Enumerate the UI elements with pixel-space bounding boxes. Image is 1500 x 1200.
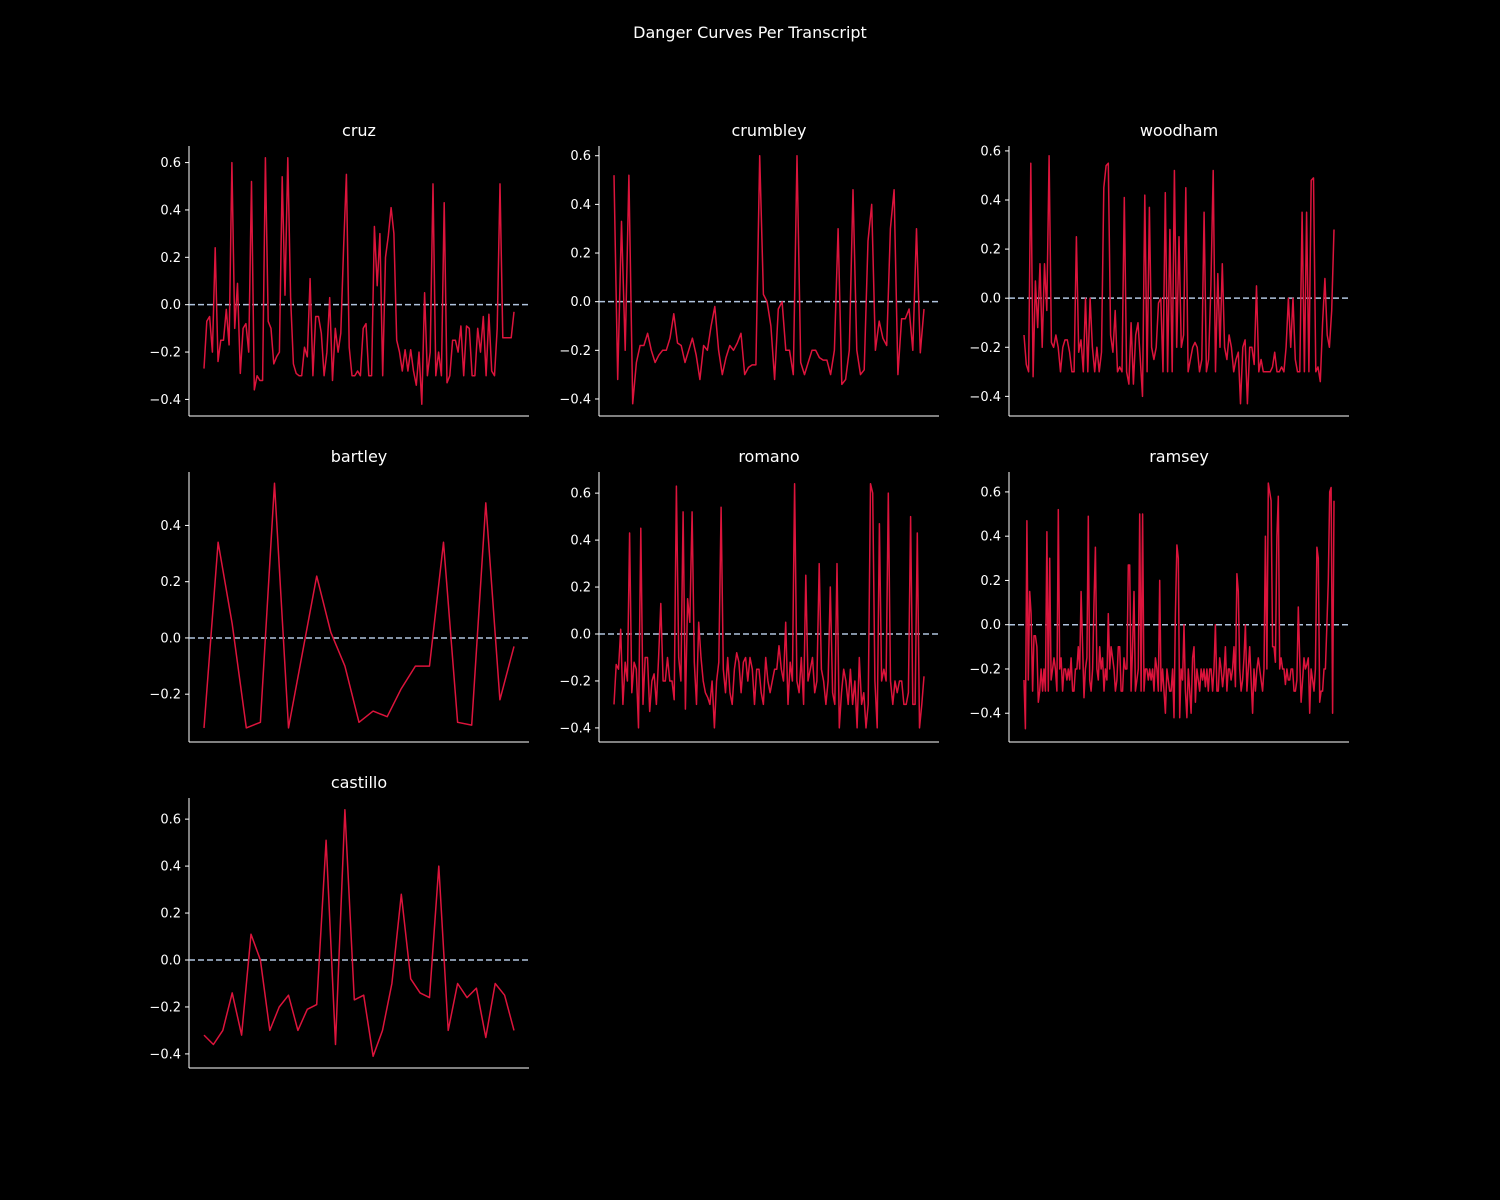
- danger-curve-line: [203, 482, 515, 729]
- y-tick-label: −0.2: [149, 1000, 181, 1015]
- y-tick-label: 0.4: [980, 194, 1001, 209]
- danger-curve-line: [1023, 482, 1335, 730]
- subplot-title: ramsey: [1149, 447, 1209, 466]
- subplot-woodham: woodham −0.4 −0.2 0.0 0.2 0.4 0.6: [969, 121, 1349, 417]
- y-tick-label: −0.2: [559, 674, 591, 689]
- y-tick-label: 0.2: [570, 581, 591, 596]
- y-tick-label: 0.2: [160, 907, 181, 922]
- subplot-grid: cruz −0.4 −0.2 0.0 0.2 0.4 0.6 crumbley −0.4 −0.2…: [149, 121, 1349, 1069]
- subplot-title: romano: [738, 447, 799, 466]
- subplot-ramsey: ramsey −0.4 −0.2 0.0 0.2 0.4 0.6: [969, 447, 1349, 743]
- y-tick-label: −0.4: [559, 721, 591, 736]
- danger-curve-line: [613, 482, 925, 729]
- y-tick-label: 0.4: [160, 203, 181, 218]
- y-tick-label: 0.6: [980, 144, 1001, 159]
- y-tick-label: 0.6: [160, 156, 181, 171]
- y-tick-label: −0.2: [149, 688, 181, 703]
- danger-curve-line: [203, 808, 515, 1058]
- danger-curve-line: [1023, 155, 1335, 405]
- y-tick-label: 0.6: [570, 487, 591, 502]
- y-tick-label: 0.2: [160, 575, 181, 590]
- y-tick-label: 0.2: [160, 251, 181, 266]
- y-tick-label: −0.4: [559, 392, 591, 407]
- subplot-castillo: castillo −0.4 −0.2 0.0 0.2 0.4 0.6: [149, 773, 529, 1069]
- y-tick-label: −0.2: [559, 344, 591, 359]
- y-tick-label: 0.6: [570, 149, 591, 164]
- y-tick-label: 0.0: [160, 631, 181, 646]
- y-tick-label: 0.6: [980, 485, 1001, 500]
- figure-title: Danger Curves Per Transcript: [633, 23, 867, 42]
- y-tick-label: 0.4: [980, 530, 1001, 545]
- y-tick-label: 0.4: [570, 534, 591, 549]
- subplot-cruz: cruz −0.4 −0.2 0.0 0.2 0.4 0.6: [149, 121, 529, 417]
- subplot-title: crumbley: [731, 121, 806, 140]
- subplot-title: cruz: [342, 121, 376, 140]
- y-tick-label: −0.4: [149, 1047, 181, 1062]
- y-tick-label: −0.2: [149, 346, 181, 361]
- y-tick-label: 0.2: [980, 243, 1001, 258]
- y-tick-label: 0.4: [570, 198, 591, 213]
- danger-curve-line: [203, 157, 515, 405]
- subplot-title: bartley: [331, 447, 388, 466]
- y-tick-label: 0.0: [980, 618, 1001, 633]
- subplot-bartley: bartley −0.2 0.0 0.2 0.4: [149, 447, 529, 743]
- subplot-title: castillo: [331, 773, 387, 792]
- y-tick-label: 0.0: [160, 954, 181, 969]
- y-tick-label: 0.2: [980, 574, 1001, 589]
- y-tick-label: −0.2: [969, 662, 1001, 677]
- y-tick-label: 0.2: [570, 247, 591, 262]
- y-tick-label: 0.6: [160, 813, 181, 828]
- subplot-romano: romano −0.4 −0.2 0.0 0.2 0.4 0.6: [559, 447, 939, 743]
- y-tick-label: −0.4: [969, 707, 1001, 722]
- danger-curve-line: [613, 154, 925, 405]
- y-tick-label: 0.0: [160, 298, 181, 313]
- y-tick-label: 0.4: [160, 519, 181, 534]
- y-tick-label: 0.0: [570, 628, 591, 643]
- subplot-title: woodham: [1140, 121, 1218, 140]
- subplot-crumbley: crumbley −0.4 −0.2 0.0 0.2 0.4 0.6: [559, 121, 939, 417]
- y-tick-label: 0.0: [980, 292, 1001, 307]
- y-tick-label: −0.4: [149, 393, 181, 408]
- y-tick-label: 0.4: [160, 860, 181, 875]
- y-tick-label: 0.0: [570, 295, 591, 310]
- y-tick-label: −0.4: [969, 390, 1001, 405]
- y-tick-label: −0.2: [969, 341, 1001, 356]
